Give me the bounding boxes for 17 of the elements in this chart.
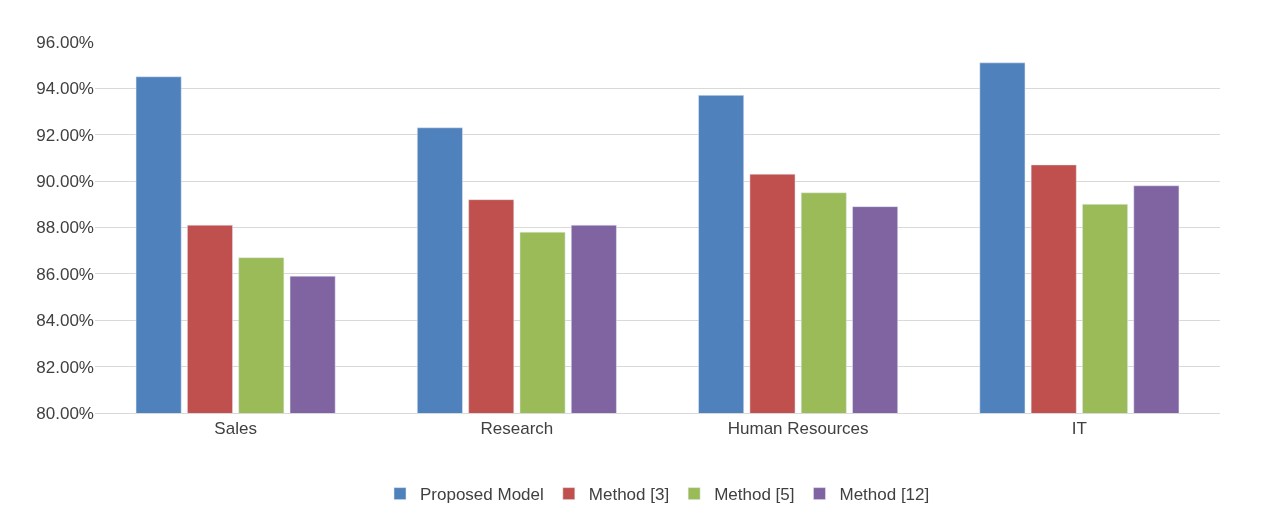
y-tick-label: 82.00%	[36, 357, 94, 377]
legend-label: Method [12]	[839, 485, 930, 505]
y-tick-label: 90.00%	[36, 172, 94, 192]
y-tick-label: 88.00%	[36, 218, 94, 238]
y-tick-label: 80.00%	[36, 403, 94, 423]
y-tick-label: 86.00%	[36, 264, 94, 284]
y-tick-label: 84.00%	[36, 311, 94, 331]
x-tick-label: Sales	[214, 419, 257, 439]
y-tick-label: 96.00%	[36, 32, 94, 52]
x-tick-label: Research	[480, 419, 554, 439]
legend-label: Proposed Model	[420, 485, 544, 505]
legend-label: Method [3]	[588, 485, 670, 505]
legend-label: Method [5]	[714, 485, 795, 505]
x-tick-label: IT	[1071, 419, 1087, 439]
x-tick-label: Human Resources	[727, 419, 869, 439]
y-tick-label: 92.00%	[36, 125, 94, 145]
y-tick-label: 94.00%	[36, 79, 94, 99]
